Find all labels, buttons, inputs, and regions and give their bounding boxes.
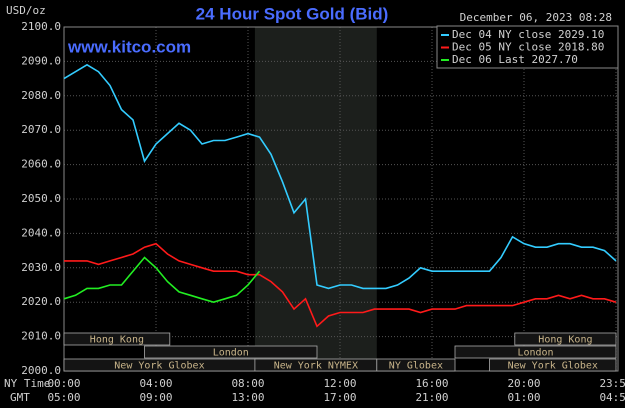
session-bar xyxy=(376,358,456,372)
y-tick-label: 2100.0 xyxy=(21,20,61,33)
chart-title: 24 Hour Spot Gold (Bid) xyxy=(196,4,389,23)
y-axis-label: USD/oz xyxy=(6,4,46,17)
y-tick-label: 2050.0 xyxy=(21,192,61,205)
x-row-label: NY Time xyxy=(4,377,50,390)
y-tick-label: 2030.0 xyxy=(21,261,61,274)
x-tick-label: 00:00 xyxy=(47,377,80,390)
x-tick-label: 08:00 xyxy=(231,377,264,390)
session-bar xyxy=(144,345,318,359)
y-tick-label: 2070.0 xyxy=(21,123,61,136)
session-bar xyxy=(514,332,617,346)
x2-tick-label: 13:00 xyxy=(231,391,264,404)
session-bar xyxy=(63,332,171,346)
session-label: New York Globex xyxy=(114,361,204,372)
y-tick-label: 2010.0 xyxy=(21,330,61,343)
x2-tick-label: 04:59 xyxy=(599,391,625,404)
y-tick-label: 2000.0 xyxy=(21,364,61,377)
price-line xyxy=(63,256,261,304)
x2-tick-label: 09:00 xyxy=(139,391,172,404)
session-label: Hong Kong xyxy=(538,335,592,346)
timestamp: December 06, 2023 08:28 xyxy=(460,11,612,24)
x-tick-label: 23:59 xyxy=(599,377,625,390)
session-label: New York Globex xyxy=(508,361,598,372)
price-line xyxy=(63,63,617,290)
x-tick-label: 04:00 xyxy=(139,377,172,390)
session-shade xyxy=(254,27,377,371)
y-tick-label: 2040.0 xyxy=(21,226,61,239)
legend-entry: Dec 05 NY close 2018.80 xyxy=(452,41,604,54)
x2-tick-label: 01:00 xyxy=(507,391,540,404)
session-bar xyxy=(454,345,617,359)
session-label: Hong Kong xyxy=(90,335,144,346)
y-tick-label: 2080.0 xyxy=(21,89,61,102)
x2-tick-label: 17:00 xyxy=(323,391,356,404)
session-label: New York NYMEX xyxy=(274,361,358,372)
x2-row-label: GMT xyxy=(10,391,30,404)
legend-entry: Dec 06 Last 2027.70 xyxy=(452,53,578,66)
legend-entry: Dec 04 NY close 2029.10 xyxy=(452,28,604,41)
session-label: London xyxy=(517,348,553,359)
session-label: London xyxy=(213,348,249,359)
x-tick-label: 16:00 xyxy=(415,377,448,390)
y-tick-label: 2020.0 xyxy=(21,295,61,308)
y-tick-label: 2090.0 xyxy=(21,54,61,67)
site-label: www.kitco.com xyxy=(67,37,191,56)
session-label: NY Globex xyxy=(389,361,443,372)
price-line xyxy=(64,242,617,328)
session-bar xyxy=(489,358,617,372)
legend-box xyxy=(436,25,619,69)
x2-tick-label: 21:00 xyxy=(415,391,448,404)
x-tick-label: 20:00 xyxy=(507,377,540,390)
x2-tick-label: 05:00 xyxy=(47,391,80,404)
x-tick-label: 12:00 xyxy=(323,377,356,390)
y-tick-label: 2060.0 xyxy=(21,158,61,171)
